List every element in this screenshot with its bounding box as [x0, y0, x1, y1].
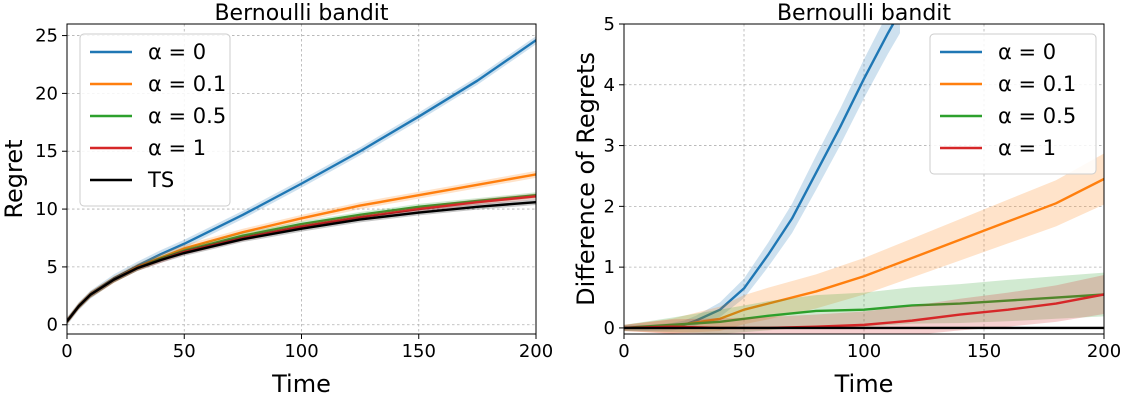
- y-tick-label: 10: [35, 199, 58, 220]
- legend-box: [79, 33, 231, 207]
- legend-box: [929, 33, 1097, 175]
- series-band-3: [624, 275, 1104, 334]
- series-line-4: [67, 200, 536, 323]
- y-tick-label: 25: [35, 26, 58, 47]
- y-tick-label: 5: [47, 257, 58, 278]
- legend-label-0: α = 0: [998, 40, 1056, 64]
- legend: α = 0 α = 0.1 α = 0.5 α = 1 TS: [79, 33, 231, 207]
- chart-title: Bernoulli bandit: [777, 1, 951, 26]
- series-band-0: [624, 24, 900, 331]
- series-band-1: [624, 153, 1104, 334]
- y-tick-label: 15: [35, 141, 58, 162]
- x-tick-label: 0: [618, 341, 629, 362]
- y-tick-label: 5: [604, 14, 615, 35]
- legend-label-1: α = 0.1: [998, 72, 1076, 96]
- x-tick-label: 100: [284, 341, 318, 362]
- chart-panel-1: 0 50 100 150 200 0 5 10 15 20 25 Bernoulli bandit Ti…: [0, 1, 553, 398]
- x-tick-label: 200: [519, 341, 553, 362]
- y-tick-label: 1: [604, 257, 615, 278]
- legend-label-0: α = 0: [148, 40, 206, 64]
- y-tick-label: 3: [604, 136, 615, 157]
- y-tick-label: 0: [47, 315, 58, 336]
- plot-area: [67, 36, 536, 326]
- plot-area: [624, 24, 1104, 334]
- legend-label-3: α = 1: [148, 136, 206, 160]
- legend-label-2: α = 0.5: [148, 104, 226, 128]
- y-axis-title: Difference of Regrets: [572, 52, 600, 306]
- y-tick-label: 2: [604, 196, 615, 217]
- x-tick-label: 150: [402, 341, 436, 362]
- x-axis-title: Time: [271, 370, 331, 398]
- y-tick-label: 0: [604, 318, 615, 339]
- y-tick-label: 4: [604, 75, 615, 96]
- x-axis-title: Time: [834, 370, 894, 398]
- x-tick-label: 50: [173, 341, 196, 362]
- x-tick-label: 150: [967, 341, 1001, 362]
- x-tick-label: 200: [1087, 341, 1121, 362]
- series-band-0: [67, 36, 536, 326]
- y-tick-label: 20: [35, 83, 58, 104]
- series-line-1: [624, 177, 1104, 330]
- x-tick-label: 100: [847, 341, 881, 362]
- legend-label-4: TS: [147, 168, 174, 192]
- chart-panel-2: 0 50 100 150 200 0 1 2 3 4 5 Bernoulli bandit Time Di…: [572, 1, 1121, 398]
- legend-label-3: α = 1: [998, 136, 1056, 160]
- x-tick-label: 0: [61, 341, 72, 362]
- y-axis-title: Regret: [0, 139, 28, 218]
- series-line-2: [624, 293, 1104, 330]
- legend-label-1: α = 0.1: [148, 72, 226, 96]
- legend: α = 0 α = 0.1 α = 0.5 α = 1: [929, 33, 1097, 175]
- legend-label-2: α = 0.5: [998, 104, 1076, 128]
- series-band-4: [67, 199, 536, 325]
- x-tick-label: 50: [733, 341, 756, 362]
- chart-title: Bernoulli bandit: [214, 1, 388, 26]
